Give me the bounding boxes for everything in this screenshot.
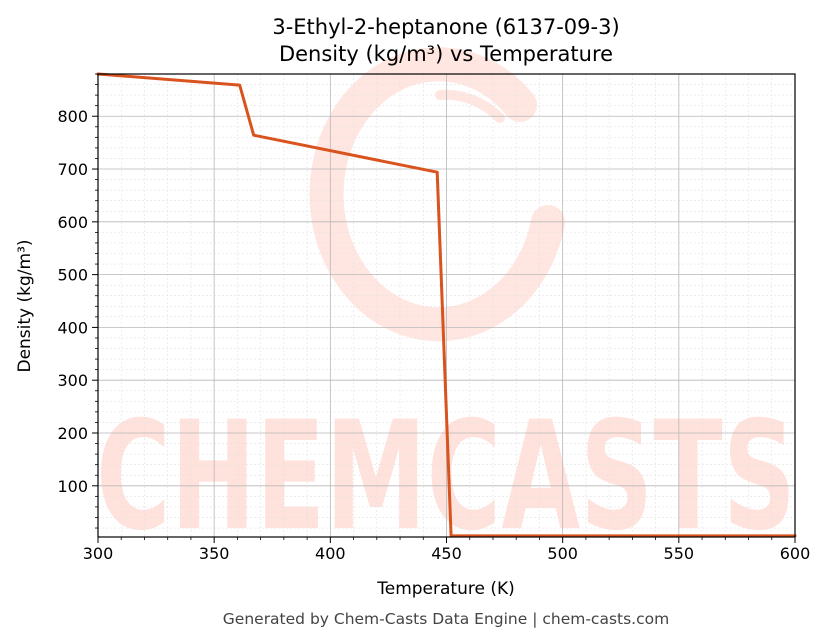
- footer-credit: Generated by Chem-Casts Data Engine | ch…: [223, 610, 669, 628]
- y-tick-label: 100: [57, 477, 88, 496]
- y-tick-label: 300: [57, 371, 88, 390]
- y-tick-label: 800: [57, 107, 88, 126]
- y-tick-label: 200: [57, 424, 88, 443]
- x-tick-label: 600: [780, 544, 811, 563]
- x-tick-label: 500: [547, 544, 578, 563]
- chart-title: 3-Ethyl-2-heptanone (6137-09-3): [272, 15, 619, 39]
- watermark: CHEMCASTS: [96, 47, 796, 564]
- x-tick-label: 300: [83, 544, 114, 563]
- series-line: [96, 72, 797, 538]
- y-axis-label: Density (kg/m³): [15, 239, 35, 372]
- y-tick-label: 500: [57, 266, 88, 285]
- y-tick-label: 600: [57, 213, 88, 232]
- major-grid: [97, 74, 796, 537]
- y-tick-label: 700: [57, 160, 88, 179]
- y-tick-label: 400: [57, 318, 88, 337]
- x-tick-label: 400: [315, 544, 346, 563]
- series-layer: [96, 72, 797, 538]
- x-tick-label: 350: [199, 544, 230, 563]
- x-tick-label: 450: [431, 544, 462, 563]
- x-axis-label: Temperature (K): [376, 579, 515, 599]
- y-axis-ticks: 100 200 300 400 500 600 700 800: [57, 73, 98, 529]
- chart-subtitle: Density (kg/m³) vs Temperature: [279, 42, 613, 66]
- x-tick-label: 550: [664, 544, 695, 563]
- x-axis-ticks: 300 350 400 450 500 550 600: [83, 537, 811, 563]
